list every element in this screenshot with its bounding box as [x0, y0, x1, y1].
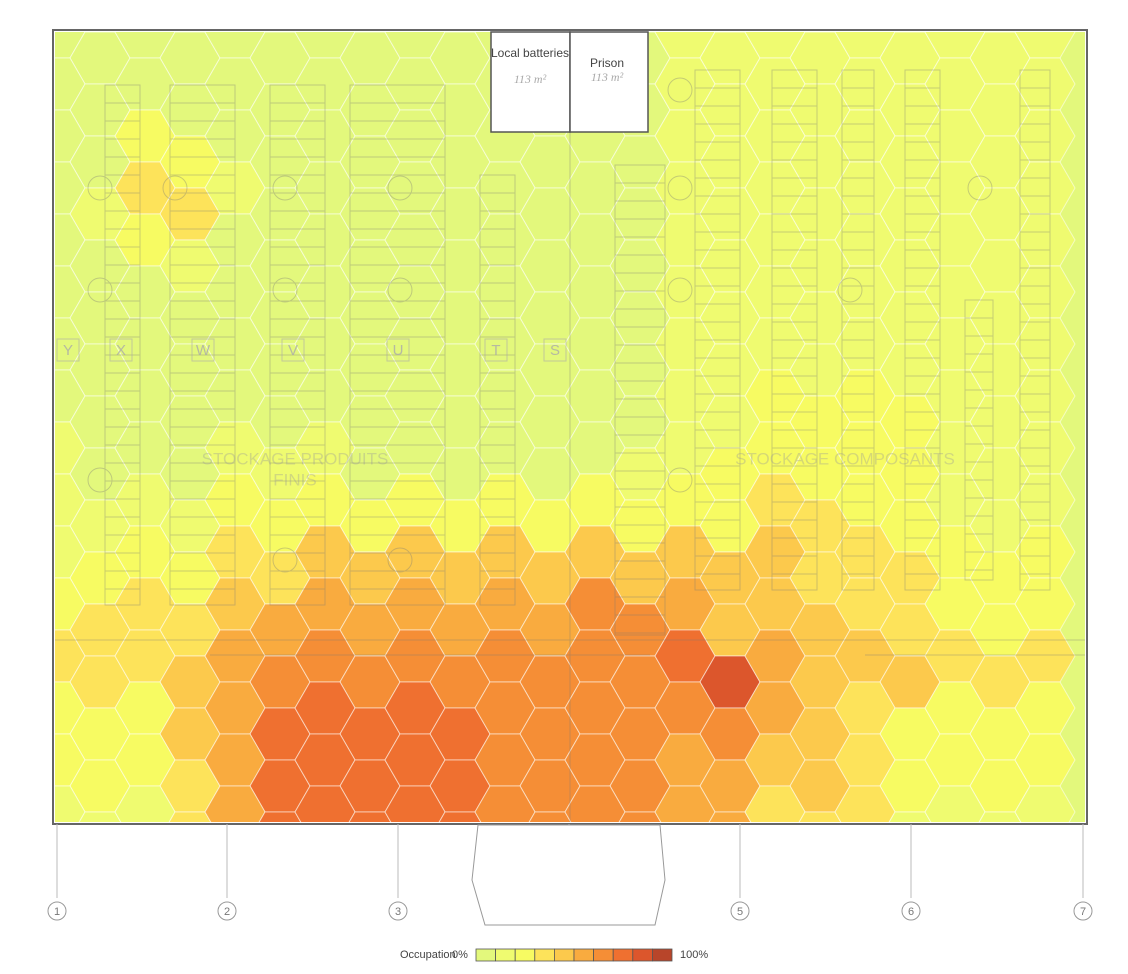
legend-swatch — [534, 948, 555, 962]
column-post — [967, 175, 993, 201]
rack — [349, 84, 446, 606]
entrance — [471, 824, 666, 926]
row-label: T — [491, 342, 500, 359]
row-box — [56, 338, 80, 362]
rack — [269, 84, 326, 606]
rack — [614, 164, 666, 636]
row-box — [281, 338, 305, 362]
column-label: 1 — [54, 906, 60, 918]
rack — [694, 69, 741, 591]
column-post — [272, 547, 298, 573]
legend-min: 0% — [452, 949, 468, 961]
column-post — [272, 277, 298, 303]
heat-cell — [114, 785, 176, 822]
heat-cell — [294, 785, 356, 822]
heat-cell — [384, 785, 446, 822]
room-area: 113 m² — [591, 70, 624, 84]
column-label: 5 — [737, 906, 743, 918]
column-post — [837, 277, 863, 303]
column-circle — [47, 901, 67, 921]
heat-cell — [744, 785, 806, 822]
zone-label: STOCKAGE COMPOSANTS — [735, 449, 955, 468]
zone-label: STOCKAGE PRODUITS — [202, 449, 389, 468]
column-circle — [1073, 901, 1093, 921]
row-box — [484, 338, 508, 362]
legend-swatch — [573, 948, 595, 962]
row-label: V — [288, 342, 298, 359]
row-box — [386, 338, 410, 362]
column-post — [387, 547, 413, 573]
column-post — [87, 175, 113, 201]
building-outline — [52, 29, 1088, 825]
column-circle — [730, 901, 750, 921]
rack — [479, 174, 516, 606]
legend-max: 100% — [680, 949, 708, 961]
row-label: U — [393, 342, 404, 359]
column-post — [272, 175, 298, 201]
column-post — [162, 175, 188, 201]
room-area: 113 m² — [514, 72, 547, 86]
legend-swatch — [514, 948, 536, 962]
row-label: W — [196, 342, 211, 359]
legend-swatch — [554, 948, 575, 962]
row-box — [543, 338, 567, 362]
rooms: Local batteries Prison 113 m² 113 m² — [490, 31, 649, 133]
rack — [904, 69, 941, 591]
legend: Occupation 0% 100% — [400, 948, 708, 962]
legend-swatch — [495, 948, 516, 962]
column-label: 6 — [908, 906, 914, 918]
rack — [771, 69, 818, 591]
column-label: 2 — [224, 906, 230, 918]
column-post — [667, 467, 693, 493]
legend-swatch — [593, 948, 614, 962]
column-circle — [217, 901, 237, 921]
column-post — [667, 175, 693, 201]
column-label: 3 — [395, 906, 401, 918]
column-post — [667, 77, 693, 103]
column-circle — [901, 901, 921, 921]
rack — [169, 84, 236, 606]
column-post — [387, 175, 413, 201]
room-name: Local batteries — [491, 46, 569, 60]
column-post — [87, 277, 113, 303]
room-name: Prison — [590, 56, 624, 70]
heat-cell — [834, 785, 896, 822]
legend-swatch — [652, 948, 673, 962]
row-box — [191, 338, 215, 362]
row-label: Y — [63, 342, 73, 359]
heat-cell — [1014, 785, 1076, 822]
zone-labels: STOCKAGE PRODUITS FINIS STOCKAGE COMPOSA… — [202, 449, 955, 489]
room — [490, 31, 571, 133]
legend-title: Occupation — [400, 949, 456, 961]
heat-cell — [654, 785, 716, 822]
legend-swatch — [632, 948, 653, 962]
rack — [104, 84, 141, 606]
column-label: 7 — [1080, 906, 1086, 918]
heat-cell — [474, 785, 536, 822]
heat-cell — [55, 785, 86, 822]
column-markers: 1234567 — [47, 824, 1093, 926]
rack — [1019, 69, 1051, 591]
heat-cell — [204, 785, 266, 822]
column-post — [667, 277, 693, 303]
plan-lines — [55, 32, 1085, 822]
rack — [964, 299, 994, 581]
column-post — [87, 467, 113, 493]
heat-cell — [924, 785, 986, 822]
legend-swatch — [475, 948, 497, 962]
rack — [841, 69, 875, 591]
row-label: X — [116, 342, 126, 359]
room — [569, 31, 649, 133]
heat-layer — [55, 32, 1076, 822]
heat-cell — [564, 785, 626, 822]
legend-swatch — [612, 948, 634, 962]
zone-label: FINIS — [273, 470, 316, 489]
column-circle — [388, 901, 408, 921]
row-box — [109, 338, 133, 362]
row-label: S — [550, 342, 560, 359]
column-post — [387, 277, 413, 303]
